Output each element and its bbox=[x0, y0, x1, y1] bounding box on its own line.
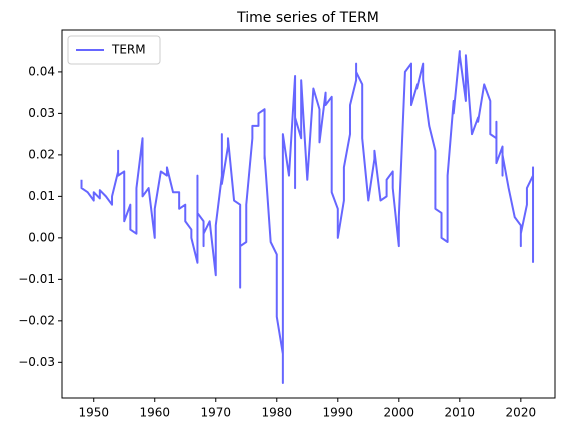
line-series bbox=[80, 50, 535, 385]
y-tick-label: 0.04 bbox=[28, 64, 55, 78]
x-tick-label: 1950 bbox=[78, 406, 109, 420]
x-tick-label: 2010 bbox=[445, 406, 476, 420]
x-tick-label: 2020 bbox=[506, 406, 537, 420]
y-tick-label: 0.00 bbox=[28, 230, 55, 244]
y-tick-label: 0.02 bbox=[28, 147, 55, 161]
x-tick-label: 1960 bbox=[139, 406, 170, 420]
x-tick-label: 1980 bbox=[261, 406, 292, 420]
x-tick-label: 1990 bbox=[323, 406, 354, 420]
x-tick-label: 2000 bbox=[384, 406, 415, 420]
chart-title: Time series of TERM bbox=[236, 10, 379, 26]
y-tick-label: −0.03 bbox=[18, 355, 55, 369]
y-tick-label: −0.02 bbox=[18, 313, 55, 327]
x-tick-label: 1970 bbox=[200, 406, 231, 420]
y-tick-label: −0.01 bbox=[18, 272, 55, 286]
legend-label: TERM bbox=[111, 43, 146, 57]
y-tick-label: 0.01 bbox=[28, 189, 55, 203]
legend-box bbox=[67, 35, 161, 65]
plot-frame bbox=[61, 29, 556, 399]
y-tick-label: 0.03 bbox=[28, 106, 55, 120]
